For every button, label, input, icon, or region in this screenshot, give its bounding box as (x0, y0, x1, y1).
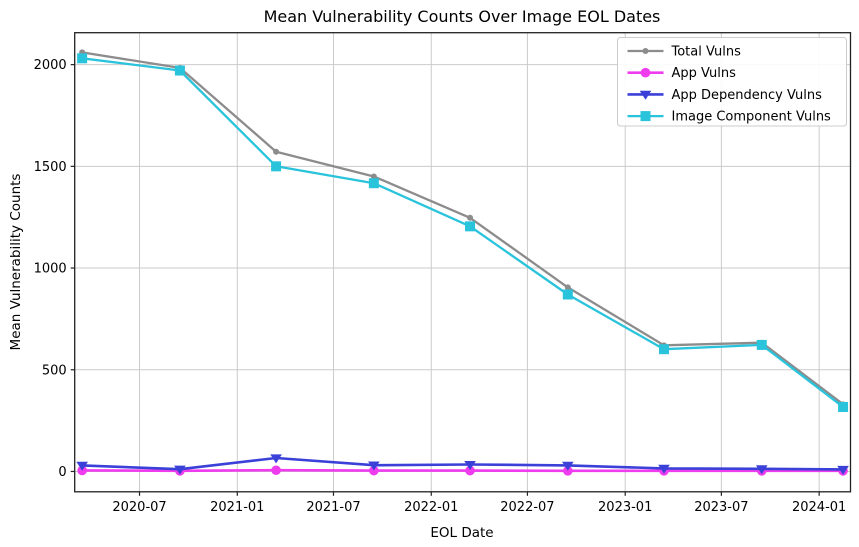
marker-app-dependency-vulns (174, 465, 186, 475)
y-tick-label: 500 (42, 363, 67, 378)
legend-item-image-component-vulns: Image Component Vulns (627, 110, 832, 125)
y-tick-label: 1000 (34, 262, 67, 277)
marker-image-component-vulns (368, 178, 379, 189)
marker-image-component-vulns (77, 53, 88, 64)
legend-item-app-dependency-vulns: App Dependency Vulns (627, 88, 823, 103)
legend-marker-total-vulns (642, 48, 649, 54)
x-axis-label: EOL Date (430, 525, 493, 541)
marker-app-vulns (369, 465, 379, 476)
marker-image-component-vulns (838, 401, 849, 412)
axes-border (74, 32, 852, 493)
x-tick-label: 2022-07 (500, 500, 554, 515)
x-tick-label: 2023-01 (598, 500, 652, 515)
x-tick-label: 2023-07 (694, 500, 748, 515)
marker-app-dependency-vulns (464, 460, 476, 470)
marker-app-dependency-vulns (76, 461, 88, 471)
x-tick-label: 2024-01 (792, 500, 846, 515)
legend-label: Image Component Vulns (672, 110, 832, 125)
marker-image-component-vulns (465, 221, 476, 232)
legend: Total Vulns App Vulns App Dependency Vulns… (617, 37, 847, 127)
x-tick-label: 2020-07 (112, 500, 166, 515)
legend-label: App Vulns (672, 66, 737, 81)
legend-marker-app-dependency-vulns (639, 90, 652, 100)
y-axis-label: Mean Vulnerability Counts (8, 174, 24, 351)
chart-title: Mean Vulnerability Counts Over Image EOL… (264, 7, 661, 26)
marker-total-vulns (564, 284, 571, 291)
marker-image-component-vulns (174, 65, 185, 76)
marker-app-dependency-vulns (837, 465, 849, 475)
marker-image-component-vulns (271, 161, 282, 172)
legend-item-app-vulns: App Vulns (627, 66, 737, 81)
legend-item-total-vulns: Total Vulns (627, 45, 742, 60)
marker-total-vulns (273, 148, 280, 155)
marker-app-vulns (271, 465, 281, 476)
marker-app-vulns (563, 466, 573, 476)
y-tick-label: 1500 (34, 160, 67, 175)
axis-ticks: 2020-07 2021-01 2021-07 2022-01 2022-07 2023-… (34, 58, 847, 515)
marker-total-vulns (370, 173, 377, 180)
marker-image-component-vulns (562, 289, 573, 300)
legend-label: Total Vulns (671, 45, 742, 60)
x-tick-label: 2022-01 (404, 500, 458, 515)
data-series (76, 49, 849, 476)
marker-app-dependency-vulns (658, 464, 670, 474)
legend-label: App Dependency Vulns (672, 88, 823, 103)
marker-image-component-vulns (658, 344, 669, 355)
x-tick-label: 2021-07 (306, 500, 360, 515)
legend-marker-image-component-vulns (640, 111, 651, 122)
marker-app-dependency-vulns (755, 465, 768, 475)
x-tick-label: 2021-01 (210, 500, 264, 515)
y-tick-label: 2000 (34, 58, 67, 73)
marker-app-dependency-vulns (270, 454, 282, 464)
y-tick-label: 0 (58, 465, 66, 480)
marker-image-component-vulns (756, 339, 767, 350)
legend-box (617, 37, 847, 127)
marker-app-vulns (465, 465, 475, 476)
marker-total-vulns (467, 214, 474, 221)
series-line-app-vulns (80, 468, 845, 473)
marker-app-dependency-vulns (562, 461, 574, 471)
marker-app-dependency-vulns (368, 461, 380, 471)
legend-marker-app-vulns (640, 67, 651, 78)
